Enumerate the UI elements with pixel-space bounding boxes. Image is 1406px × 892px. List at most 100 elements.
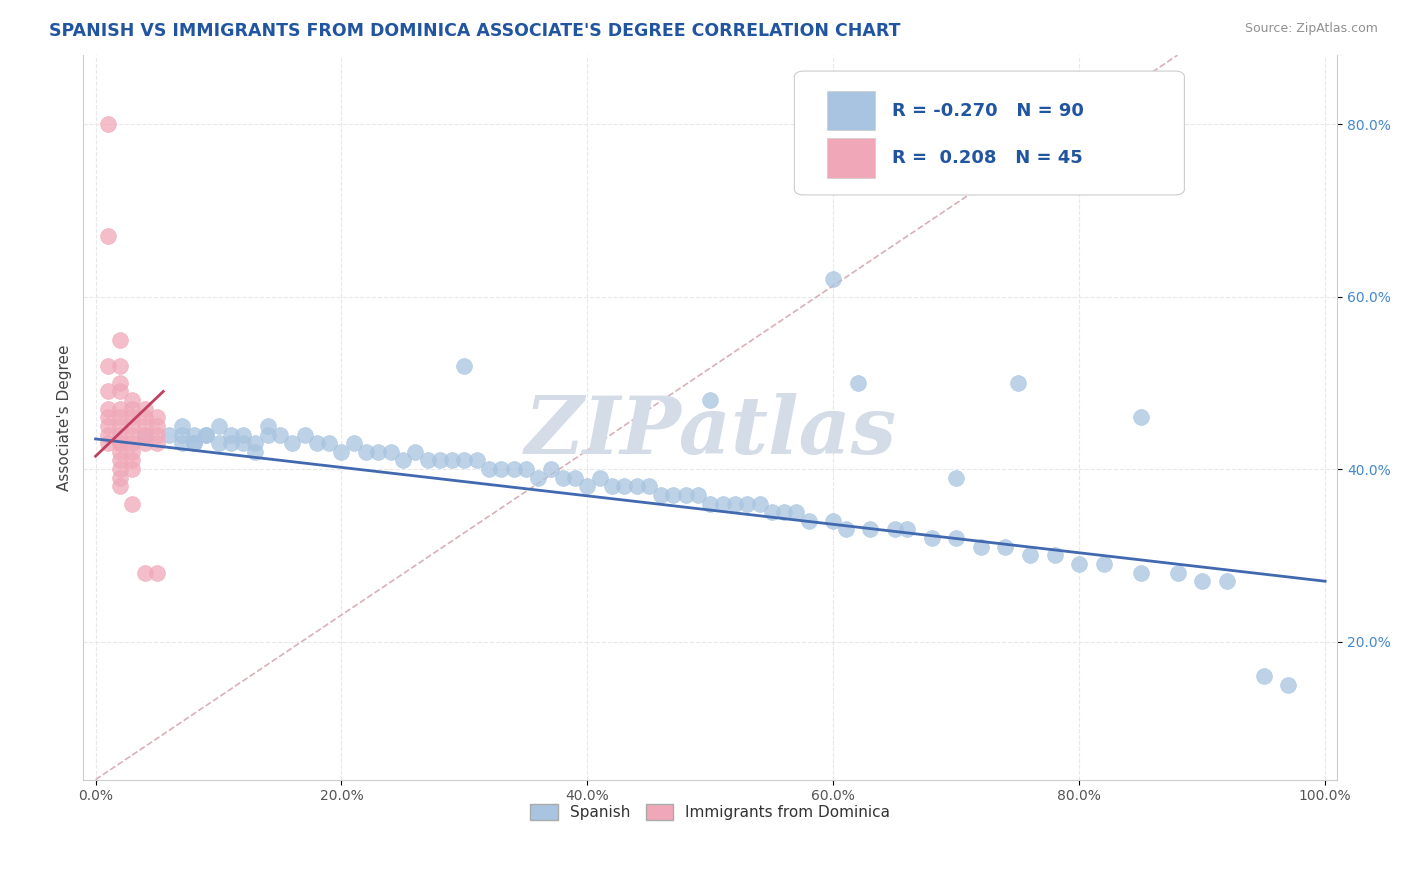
Point: [392, 453, 415, 467]
Point: [121, 445, 143, 459]
Point: [256, 427, 278, 442]
Point: [711, 497, 734, 511]
Point: [650, 488, 672, 502]
Point: [429, 453, 451, 467]
Point: [834, 523, 856, 537]
Point: [994, 540, 1017, 554]
Point: [245, 445, 267, 459]
Point: [921, 531, 943, 545]
Point: [269, 427, 291, 442]
Point: [330, 445, 353, 459]
Point: [1191, 574, 1213, 589]
Point: [318, 436, 340, 450]
Y-axis label: Associate's Degree: Associate's Degree: [58, 344, 72, 491]
Point: [502, 462, 524, 476]
Point: [157, 427, 180, 442]
Point: [108, 384, 131, 399]
Point: [108, 359, 131, 373]
Point: [108, 471, 131, 485]
Point: [675, 488, 697, 502]
Point: [699, 393, 721, 408]
FancyBboxPatch shape: [827, 91, 875, 130]
Point: [146, 427, 169, 442]
Point: [108, 419, 131, 434]
Point: [97, 436, 120, 450]
Point: [195, 427, 218, 442]
Point: [219, 427, 242, 442]
Point: [97, 229, 120, 244]
Point: [134, 427, 156, 442]
Point: [576, 479, 599, 493]
Point: [134, 410, 156, 425]
Point: [735, 497, 758, 511]
Point: [97, 427, 120, 442]
Point: [491, 462, 513, 476]
Point: [859, 523, 882, 537]
Point: [294, 427, 316, 442]
Point: [232, 427, 254, 442]
Point: [281, 436, 304, 450]
Point: [219, 436, 242, 450]
Point: [896, 523, 918, 537]
Point: [416, 453, 439, 467]
Point: [97, 410, 120, 425]
Point: [797, 514, 820, 528]
Point: [1007, 376, 1029, 390]
Point: [785, 505, 807, 519]
Point: [367, 445, 389, 459]
Point: [1167, 566, 1189, 580]
Point: [724, 497, 747, 511]
Point: [108, 376, 131, 390]
Point: [134, 566, 156, 580]
Point: [638, 479, 661, 493]
Point: [121, 419, 143, 434]
Point: [121, 401, 143, 416]
Point: [146, 436, 169, 450]
Point: [108, 479, 131, 493]
Point: [108, 445, 131, 459]
Point: [1069, 557, 1091, 571]
Point: [441, 453, 464, 467]
Point: [773, 505, 796, 519]
Point: [108, 453, 131, 467]
Point: [121, 436, 143, 450]
Point: [146, 566, 169, 580]
Point: [97, 384, 120, 399]
Point: [1216, 574, 1239, 589]
Point: [1043, 549, 1066, 563]
Point: [108, 427, 131, 442]
Point: [354, 445, 377, 459]
FancyBboxPatch shape: [794, 71, 1184, 195]
Text: ZIPatlas: ZIPatlas: [524, 393, 897, 471]
Point: [1019, 549, 1042, 563]
Point: [108, 333, 131, 347]
Point: [121, 393, 143, 408]
Point: [207, 436, 229, 450]
Point: [662, 488, 685, 502]
Point: [121, 410, 143, 425]
Point: [170, 427, 193, 442]
Point: [183, 436, 205, 450]
Point: [453, 359, 475, 373]
Point: [686, 488, 709, 502]
Point: [883, 523, 905, 537]
Point: [564, 471, 586, 485]
Point: [121, 497, 143, 511]
Point: [183, 436, 205, 450]
Point: [97, 419, 120, 434]
Point: [232, 436, 254, 450]
Point: [134, 427, 156, 442]
Point: [699, 497, 721, 511]
Point: [207, 419, 229, 434]
Point: [343, 436, 366, 450]
Point: [256, 419, 278, 434]
Point: [1129, 566, 1152, 580]
Point: [146, 419, 169, 434]
Point: [108, 401, 131, 416]
Point: [134, 419, 156, 434]
Legend: Spanish, Immigrants from Dominica: Spanish, Immigrants from Dominica: [524, 798, 897, 826]
Point: [108, 410, 131, 425]
Point: [404, 445, 426, 459]
Point: [121, 453, 143, 467]
Text: Source: ZipAtlas.com: Source: ZipAtlas.com: [1244, 22, 1378, 36]
